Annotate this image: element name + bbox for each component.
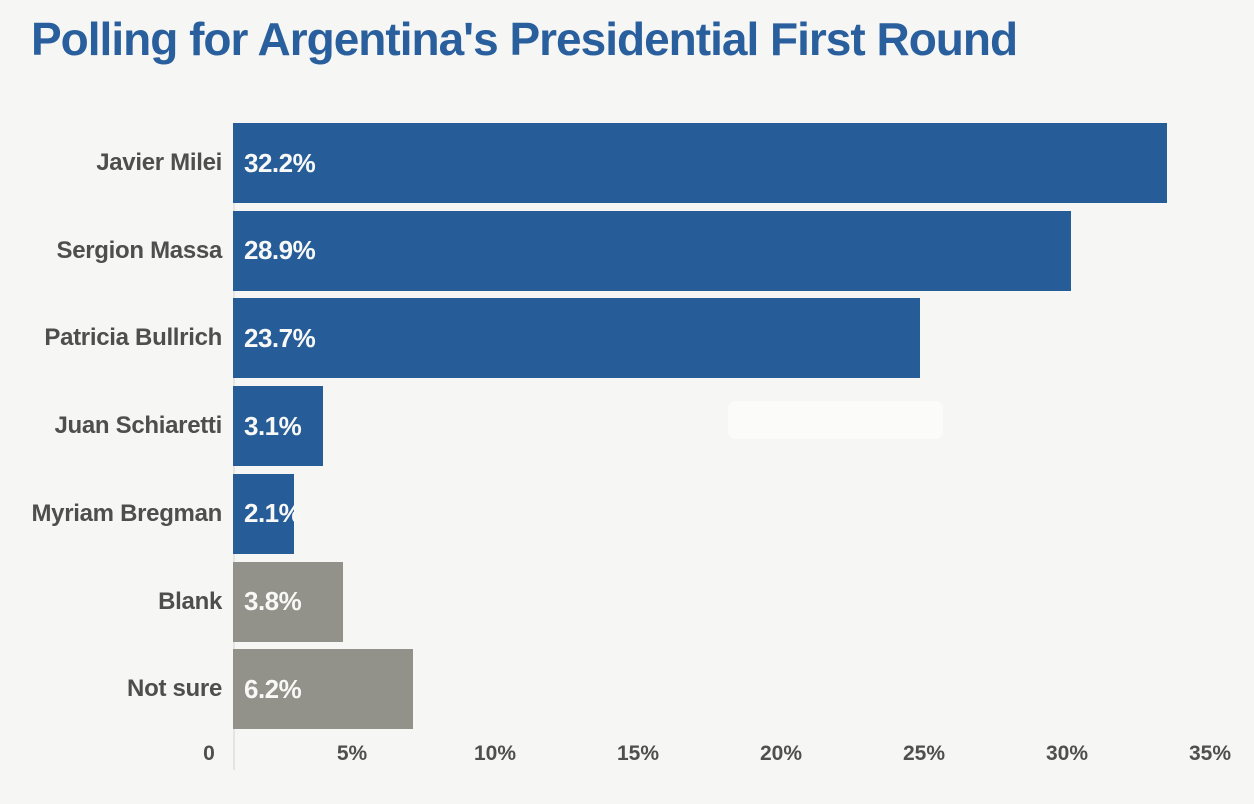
bar-label: Blank: [158, 587, 222, 615]
bar-value-label: 6.2%: [244, 673, 302, 704]
bar[interactable]: [233, 123, 1167, 203]
bar-value-label: 2.1%: [244, 498, 302, 529]
x-tick-label: 25%: [902, 742, 946, 765]
bar[interactable]: [233, 386, 323, 467]
bar[interactable]: [233, 649, 413, 730]
bar[interactable]: [233, 561, 344, 642]
bar-label: Sergion Massa: [56, 236, 223, 264]
bar-value-label: 3.8%: [244, 586, 302, 616]
bar-label: Javier Milei: [96, 149, 222, 176]
x-tick-label: 10%: [473, 742, 517, 765]
x-tick-label: 30%: [1045, 742, 1089, 765]
bar[interactable]: [233, 298, 921, 379]
chart-title: Polling for Argentina's Presidential Fir…: [31, 13, 1018, 65]
tooltip-ghost: [728, 401, 943, 439]
bar-value-label: 28.9%: [244, 235, 316, 266]
bar-label: Not sure: [127, 675, 222, 703]
x-tick-label: 20%: [759, 742, 803, 765]
bar-value-label: 23.7%: [244, 322, 316, 353]
bar-value-label: 32.2%: [244, 147, 316, 178]
bar-value-label: 3.1%: [244, 410, 302, 441]
bar-label: Juan Schiaretti: [54, 412, 222, 440]
bar-label: Myriam Bregman: [31, 499, 222, 527]
x-tick-label: 0: [203, 742, 215, 765]
bar-label: Patricia Bullrich: [44, 324, 222, 352]
bar[interactable]: [233, 473, 294, 554]
x-tick-label: 35%: [1188, 742, 1232, 765]
x-tick-label: 15%: [616, 742, 660, 765]
x-tick-label: 5%: [336, 742, 368, 765]
bar[interactable]: [233, 210, 1072, 291]
